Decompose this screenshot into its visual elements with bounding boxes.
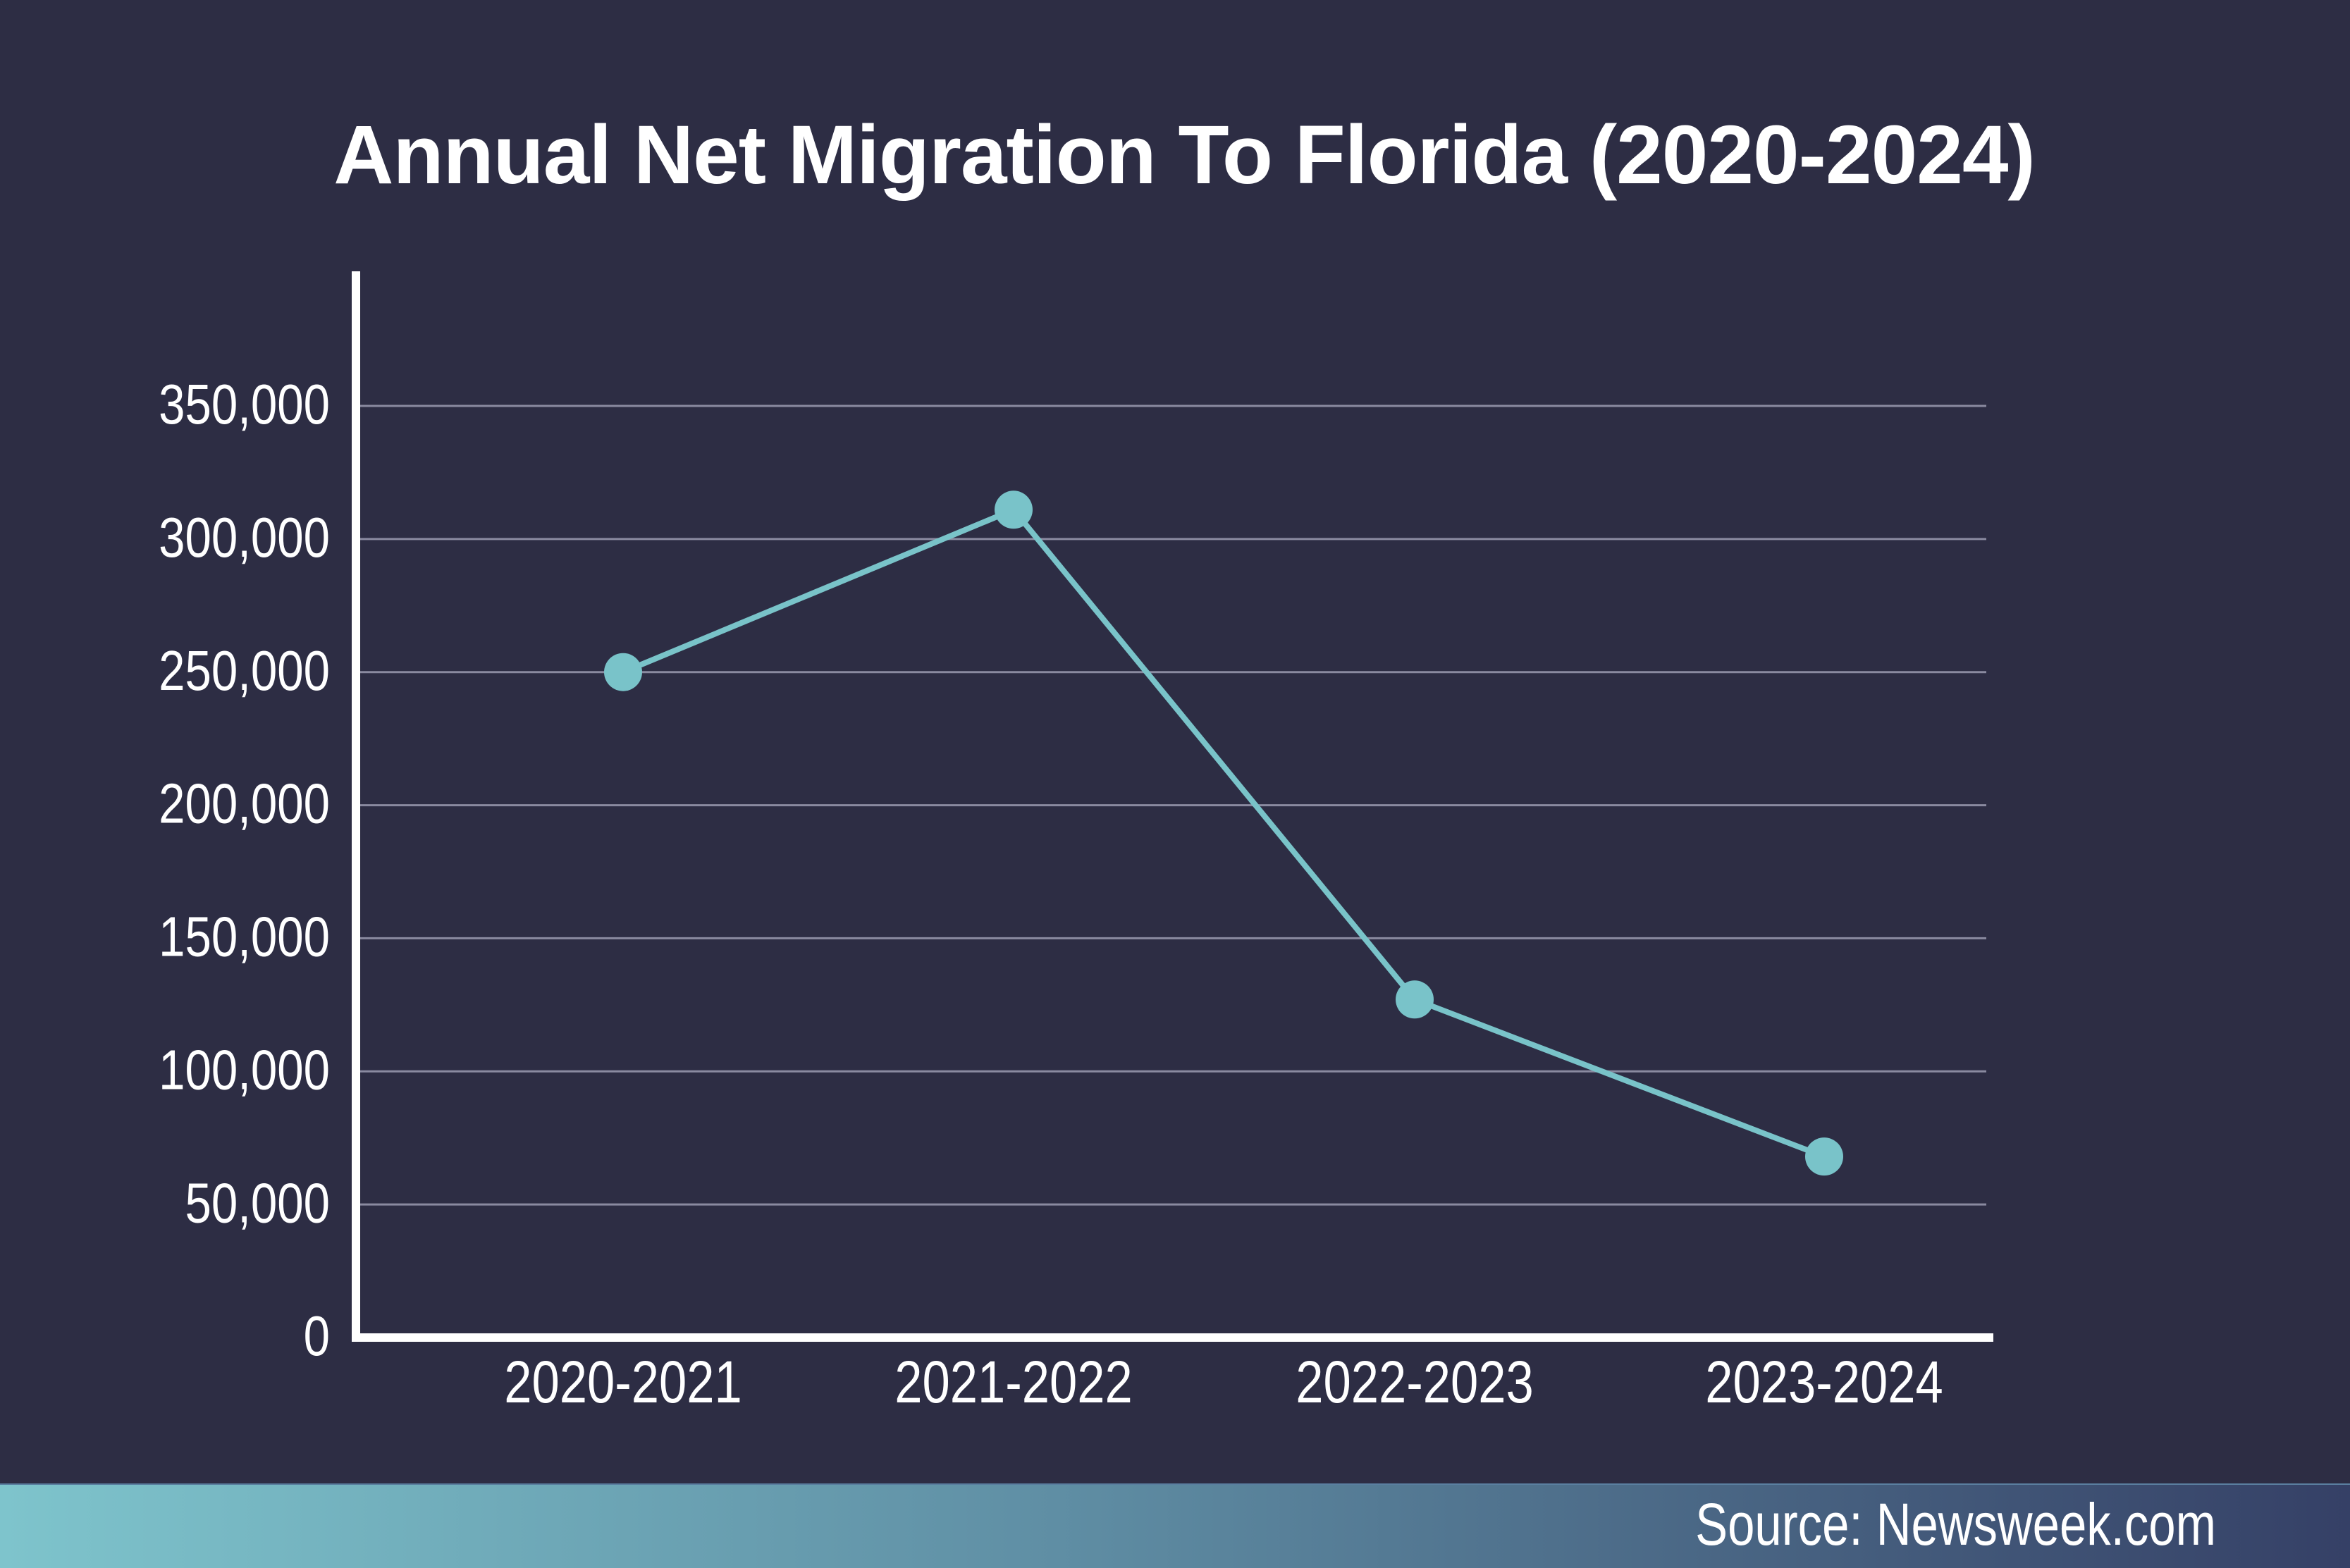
data-point — [1396, 980, 1434, 1019]
y-tick-label: 150,000 — [159, 905, 330, 968]
data-point — [1805, 1137, 1843, 1176]
line-chart: 0 50,000 100,000 150,000 200,000 250,000 300,0… — [159, 271, 1993, 1415]
x-tick-label: 2023-2024 — [1705, 1350, 1943, 1415]
y-tick-label: 350,000 — [159, 373, 330, 436]
data-point — [604, 653, 642, 691]
y-tick-label: 50,000 — [185, 1171, 330, 1235]
y-tick-label: 250,000 — [159, 638, 330, 702]
y-tick-label: 200,000 — [159, 772, 330, 835]
data-point — [995, 490, 1033, 529]
y-tick-label: 0 — [304, 1304, 330, 1368]
y-tick-label: 100,000 — [159, 1038, 330, 1101]
footer-bar: Source: Newsweek.com — [0, 1483, 2350, 1568]
source-label: Source: Newsweek.com — [1695, 1491, 2216, 1557]
x-tick-label: 2021-2022 — [894, 1350, 1132, 1415]
series-line — [620, 507, 1827, 1160]
y-tick-label: 300,000 — [159, 505, 330, 569]
x-tick-label: 2020-2021 — [504, 1350, 742, 1415]
x-tick-label: 2022-2023 — [1296, 1350, 1533, 1415]
chart-title: Annual Net Migration To Florida (2020-20… — [333, 109, 2036, 202]
